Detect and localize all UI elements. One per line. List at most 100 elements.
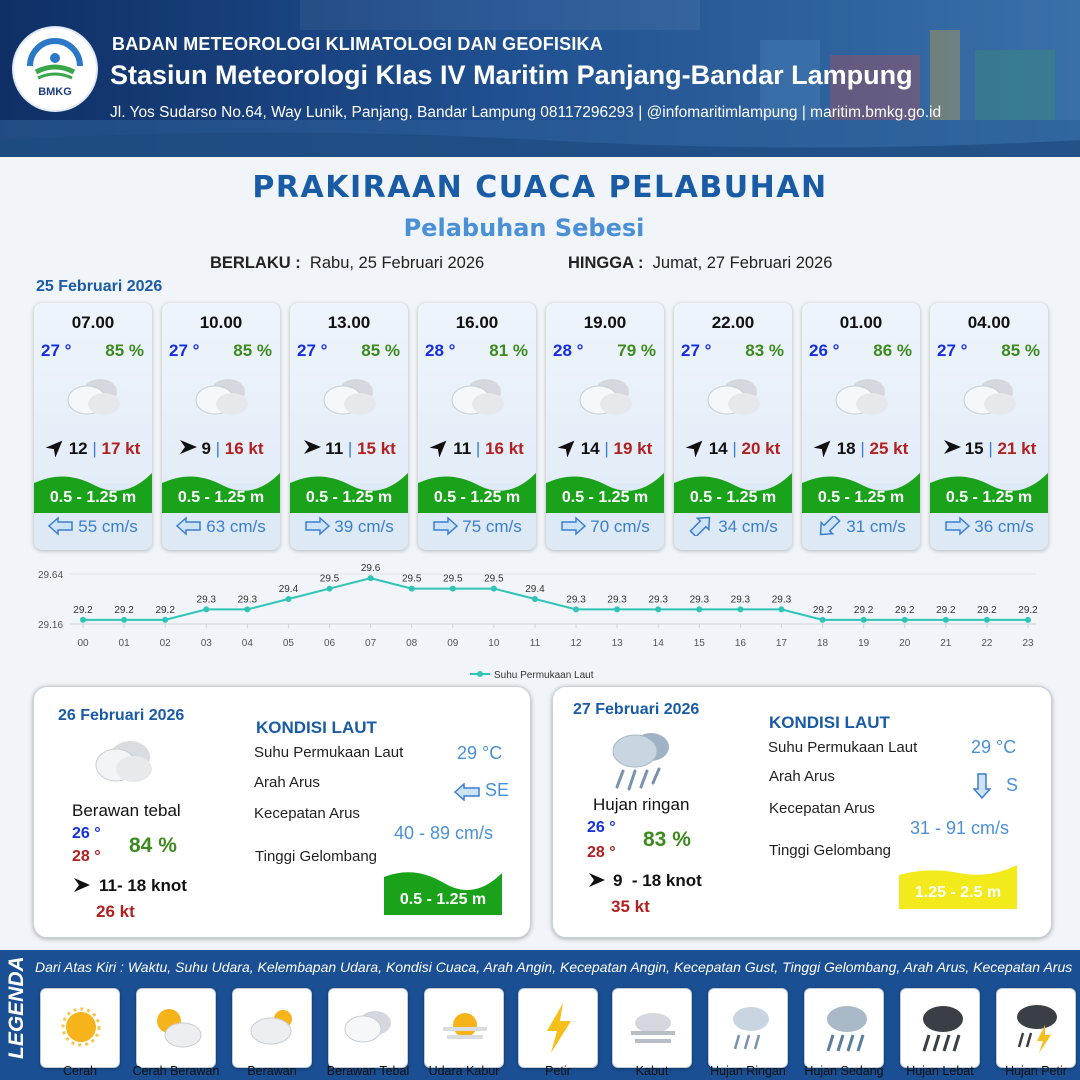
card-temperature: 27 ° — [41, 341, 72, 360]
haze-icon — [443, 1013, 487, 1039]
x-tick-label: 05 — [283, 638, 295, 649]
card-wind-speed: 11 — [325, 439, 344, 458]
sst-label: Suhu Permukaan Laut — [254, 744, 404, 761]
current-direction-icon — [433, 516, 459, 536]
card-time: 04.00 — [967, 313, 1011, 332]
card-time: 13.00 — [327, 313, 371, 332]
daily-humidity: 83 % — [643, 828, 691, 851]
x-tick-label: 06 — [324, 638, 336, 649]
logo-text: BMKG — [38, 86, 72, 98]
card-temperature: 27 ° — [937, 341, 968, 360]
sun-icon — [61, 1007, 101, 1047]
data-label: 29.3 — [566, 594, 586, 605]
organization-name: BADAN METEOROLOGI KLIMATOLOGI DAN GEOFIS… — [112, 34, 603, 54]
data-label: 29.4 — [525, 584, 545, 595]
daily-date: 26 Februari 2026 — [58, 707, 185, 724]
card-wind-speed: 11 — [453, 439, 472, 458]
current-direction-icon — [176, 516, 201, 536]
x-tick-label: 00 — [77, 638, 89, 649]
day1-date: 25 Februari 2026 — [36, 278, 163, 295]
current-direction-icon — [819, 514, 841, 536]
card-wave-shape — [162, 473, 280, 513]
card-time: 19.00 — [583, 313, 627, 332]
daily-condition: Berawan tebal — [72, 801, 181, 820]
data-point — [655, 606, 662, 613]
sst-label: Suhu Permukaan Laut — [768, 739, 918, 756]
data-label: 29.3 — [238, 594, 258, 605]
card-time: 01.00 — [839, 313, 883, 332]
legend-item-label: Hujan Lebat — [906, 1064, 974, 1078]
card-current-speed: 70 cm/s — [590, 517, 650, 536]
y-tick-label: 29.64 — [38, 570, 63, 581]
card-current-speed: 31 cm/s — [846, 517, 906, 536]
legend-item — [424, 988, 504, 1068]
card-temperature: 27 ° — [681, 341, 712, 360]
data-label: 29.3 — [690, 594, 710, 605]
hourly-card: 22.00 27 ° 83 % 14 | 20 kt 0.5 - 1.25 m … — [674, 303, 792, 550]
card-wind-separator: | — [347, 439, 353, 458]
x-tick-label: 18 — [817, 638, 829, 649]
wave-height-value: 1.25 - 2.5 m — [914, 884, 1002, 901]
legend-series-name: Suhu Permukaan Laut — [494, 670, 594, 681]
card-current: 63 cm/s — [162, 516, 280, 537]
data-label: 29.2 — [114, 605, 134, 616]
data-point — [490, 585, 497, 592]
data-label: 29.2 — [813, 605, 833, 616]
data-point — [121, 616, 128, 623]
x-tick-label: 04 — [242, 638, 254, 649]
page-title: PRAKIRAAN CUACA PELABUHAN — [252, 170, 828, 205]
card-humidity: 85 % — [233, 341, 272, 360]
card-current-speed: 39 cm/s — [334, 517, 394, 536]
x-tick-label: 01 — [119, 638, 131, 649]
card-humidity: 85 % — [361, 341, 400, 360]
data-point — [244, 606, 251, 613]
daily-temp-min: 26 ° — [72, 825, 101, 842]
card-wind: 15 | 21 kt — [930, 437, 1048, 459]
daily-temp-max: 28 ° — [587, 844, 616, 861]
current-direction-label: Arah Arus — [769, 768, 835, 785]
legend-item — [996, 988, 1076, 1068]
data-label: 29.4 — [279, 584, 299, 595]
sst-value: 29 °C — [457, 743, 503, 763]
station-name: Stasiun Meteorologi Klas IV Maritim Panj… — [110, 60, 913, 90]
card-wave-height: 0.5 - 1.25 m — [433, 489, 521, 506]
data-label: 29.5 — [402, 574, 422, 585]
card-wave-height: 0.5 - 1.25 m — [177, 489, 265, 506]
thick-cloud-icon — [835, 379, 888, 415]
legend-item-label: Cerah — [62, 1064, 98, 1078]
legend-item-label: Cerah Berawan — [132, 1064, 220, 1078]
wind-direction-icon — [180, 440, 198, 454]
legend-marker — [477, 671, 483, 677]
legend-item — [708, 988, 788, 1068]
current-direction-value: S — [1006, 775, 1019, 795]
data-point — [531, 596, 538, 602]
daily-humidity: 84 % — [129, 834, 177, 857]
current-speed-label: Kecepatan Arus — [254, 805, 360, 822]
x-tick-label: 14 — [653, 638, 665, 649]
current-speed-value: 40 - 89 cm/s — [394, 823, 494, 843]
data-label: 29.5 — [443, 574, 463, 585]
card-wind-separator: | — [215, 439, 221, 458]
data-point — [203, 606, 210, 613]
data-point — [162, 616, 169, 623]
card-temperature: 28 ° — [425, 341, 456, 360]
card-humidity: 79 % — [617, 341, 656, 360]
card-wind-speed: 14 — [708, 439, 728, 458]
card-current: 70 cm/s — [546, 516, 664, 537]
x-tick-label: 07 — [365, 638, 377, 649]
current-speed-value: 31 - 91 cm/s — [910, 818, 1010, 838]
light-rain-icon — [733, 1007, 769, 1050]
fog-icon — [631, 1013, 675, 1043]
current-direction-label: Arah Arus — [254, 774, 320, 791]
data-label: 29.5 — [320, 574, 340, 585]
thick-cloud-icon — [963, 379, 1016, 415]
card-wave-height: 0.5 - 1.25 m — [817, 489, 905, 506]
card-wave-height: 0.5 - 1.25 m — [561, 489, 649, 506]
x-tick-label: 23 — [1022, 638, 1034, 649]
current-direction-icon — [561, 516, 587, 536]
data-point — [737, 606, 744, 613]
y-tick-label: 29.16 — [38, 620, 63, 631]
card-wave-height: 0.5 - 1.25 m — [49, 489, 137, 506]
x-tick-label: 13 — [612, 638, 624, 649]
data-point — [1025, 616, 1031, 623]
